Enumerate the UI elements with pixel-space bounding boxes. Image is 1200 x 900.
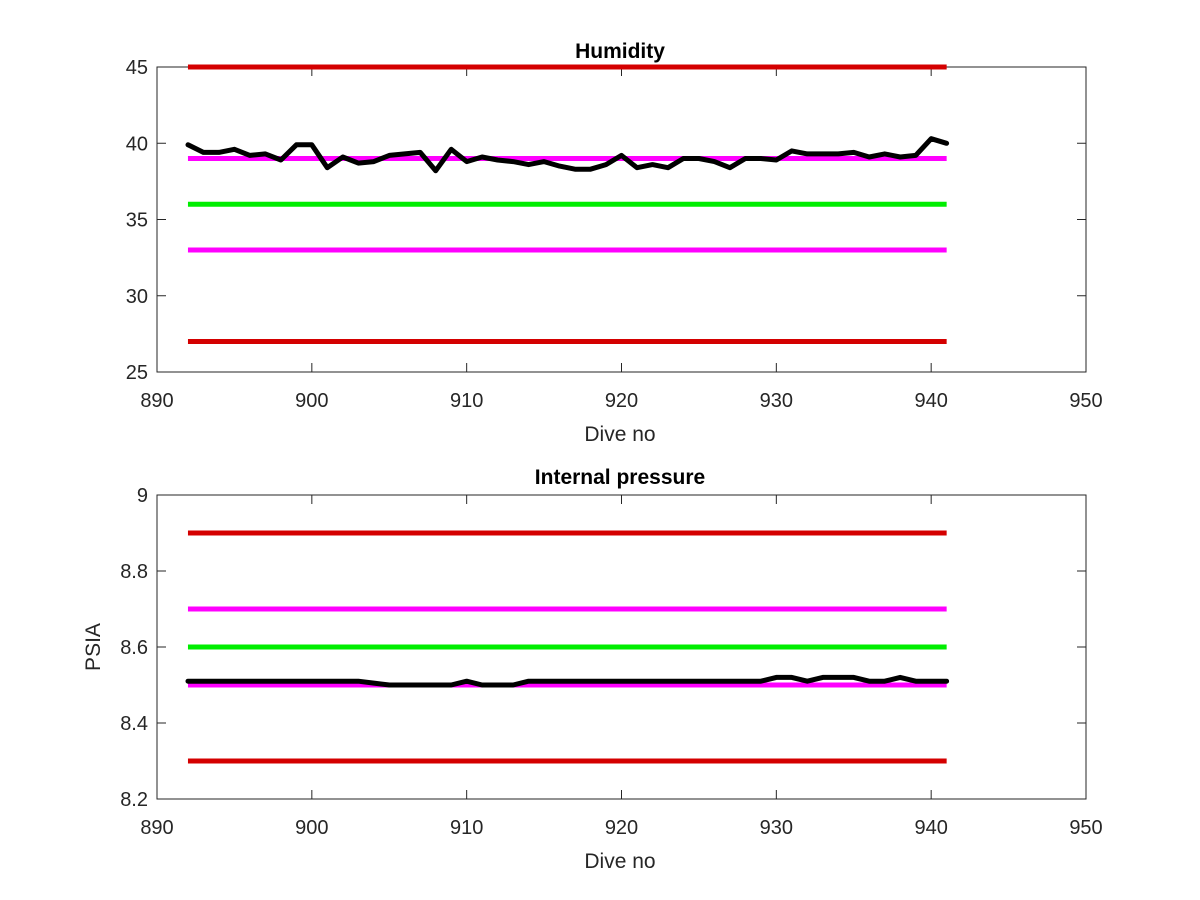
x-tick-label: 920	[605, 390, 638, 412]
x-tick-label: 940	[914, 390, 947, 412]
internal-pressure-plot: 890 900 910 920 930 940 950 8.2 8.4 8.6 8.8 9 Intern…	[82, 466, 1103, 873]
y-tick-label: 8.2	[120, 789, 148, 811]
x-tick-label: 910	[450, 817, 483, 839]
y-tick-label: 9	[137, 485, 148, 507]
y-axis-label: PSIA	[82, 623, 105, 671]
plot-area	[156, 66, 1087, 373]
y-tick-label: 8.4	[120, 713, 148, 735]
x-tick-label: 890	[140, 817, 173, 839]
x-tick-label: 910	[450, 390, 483, 412]
y-tick-label: 35	[126, 210, 148, 232]
x-tick-label: 930	[760, 817, 793, 839]
x-axis-label: Dive no	[584, 423, 655, 446]
data-series-line	[185, 136, 950, 174]
x-tick-label: 950	[1069, 390, 1102, 412]
y-tick-label: 30	[126, 286, 148, 308]
y-tick-label: 45	[126, 57, 148, 79]
y-tick-label: 40	[126, 133, 148, 155]
x-tick-label: 930	[760, 390, 793, 412]
x-tick-label: 900	[295, 390, 328, 412]
data-series-line	[185, 674, 950, 688]
chart-title: Humidity	[575, 40, 665, 63]
y-tick-label: 25	[126, 362, 148, 384]
y-tick-label: 8.8	[120, 561, 148, 583]
x-axis-label: Dive no	[584, 850, 655, 873]
x-tick-label: 920	[605, 817, 638, 839]
x-tick-label: 890	[140, 390, 173, 412]
x-tick-label: 950	[1069, 817, 1102, 839]
y-tick-label: 8.6	[120, 637, 148, 659]
x-tick-label: 940	[914, 817, 947, 839]
chart-title: Internal pressure	[535, 466, 705, 489]
humidity-plot: 890 900 910 920 930 940 950 25 30 35 40 45 Humidity D…	[126, 40, 1103, 446]
x-tick-label: 900	[295, 817, 328, 839]
